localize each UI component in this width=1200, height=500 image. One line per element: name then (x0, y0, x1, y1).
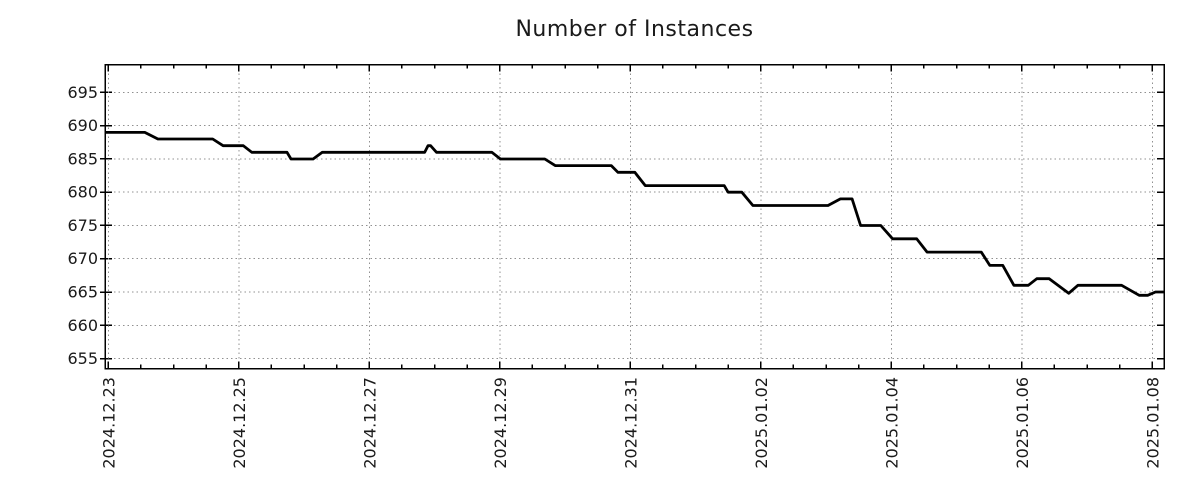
y-tick-label: 670 (67, 249, 98, 268)
x-tick-label: 2024.12.31 (621, 377, 640, 469)
plot-border (104, 63, 1165, 370)
y-tick-label: 690 (67, 116, 98, 135)
x-tick-label: 2024.12.29 (491, 377, 510, 469)
y-tick-label: 685 (67, 149, 98, 168)
x-tick-label: 2024.12.25 (230, 377, 249, 469)
x-tick-label: 2025.01.04 (882, 377, 901, 469)
chart-title: Number of Instances (515, 17, 754, 42)
x-tick-label: 2025.01.08 (1143, 377, 1162, 469)
x-tick-label: 2024.12.27 (360, 377, 379, 469)
y-tick-label: 655 (67, 349, 98, 368)
y-tick-label: 695 (67, 83, 98, 102)
y-tick-label: 675 (67, 216, 98, 235)
series-line-instances (105, 130, 1164, 297)
y-tick-label: 665 (67, 283, 98, 302)
x-tick-label: 2025.01.02 (752, 377, 771, 469)
y-tick-label: 660 (67, 316, 98, 335)
x-tick-label: 2025.01.06 (1013, 377, 1032, 469)
x-tick-label: 2024.12.23 (99, 377, 118, 469)
y-tick-label: 680 (67, 183, 98, 202)
